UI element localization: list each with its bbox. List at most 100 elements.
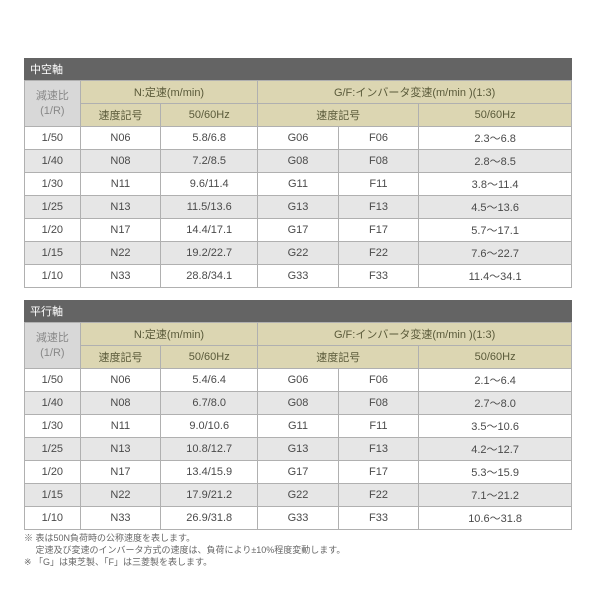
header-ratio: 減速比(1/R) [25, 323, 81, 369]
cell-gfhz: 2.3～6.8 [419, 127, 572, 150]
cell-gfhz: 11.4～34.1 [419, 265, 572, 288]
cell-ratio: 1/15 [25, 242, 81, 265]
cell-n: N33 [80, 265, 161, 288]
header-speed-code: 速度記号 [80, 104, 161, 127]
cell-ratio: 1/15 [25, 484, 81, 507]
spec-table: 減速比(1/R)N:定速(m/min)G/F:インバータ変速(m/min )(1… [24, 80, 572, 288]
table-row: 1/20N1714.4/17.1G17F175.7～17.1 [25, 219, 572, 242]
header-gf-group: G/F:インバータ変速(m/min )(1:3) [258, 323, 572, 346]
header-n-group: N:定速(m/min) [80, 81, 258, 104]
cell-n: N11 [80, 415, 161, 438]
footnotes: ※ 表は50N負荷時の公称速度を表します。 定速及び変速のインバータ方式の速度は… [24, 532, 572, 568]
cell-f: F33 [338, 265, 419, 288]
cell-f: F22 [338, 242, 419, 265]
section-title: 中空軸 [24, 58, 572, 80]
cell-gfhz: 2.8～8.5 [419, 150, 572, 173]
header-speed-code-gf: 速度記号 [258, 346, 419, 369]
cell-n: N33 [80, 507, 161, 530]
cell-ratio: 1/25 [25, 438, 81, 461]
table-row: 1/50N065.4/6.4G06F062.1～6.4 [25, 369, 572, 392]
cell-gfhz: 3.8～11.4 [419, 173, 572, 196]
cell-f: F08 [338, 392, 419, 415]
cell-g: G33 [258, 265, 339, 288]
table-row: 1/40N087.2/8.5G08F082.8～8.5 [25, 150, 572, 173]
section-title: 平行軸 [24, 300, 572, 322]
cell-f: F33 [338, 507, 419, 530]
cell-f: F13 [338, 196, 419, 219]
cell-f: F22 [338, 484, 419, 507]
cell-f: F11 [338, 415, 419, 438]
cell-g: G06 [258, 127, 339, 150]
cell-n: N11 [80, 173, 161, 196]
cell-g: G13 [258, 438, 339, 461]
cell-gfhz: 7.1～21.2 [419, 484, 572, 507]
cell-nhz: 19.2/22.7 [161, 242, 258, 265]
cell-f: F11 [338, 173, 419, 196]
cell-n: N17 [80, 461, 161, 484]
header-speed-code-gf: 速度記号 [258, 104, 419, 127]
cell-g: G17 [258, 461, 339, 484]
cell-f: F13 [338, 438, 419, 461]
cell-nhz: 28.8/34.1 [161, 265, 258, 288]
cell-n: N22 [80, 242, 161, 265]
cell-nhz: 10.8/12.7 [161, 438, 258, 461]
footnote-line: ※ 「G」は東芝製、「F」は三菱製を表します。 [24, 556, 572, 568]
cell-nhz: 5.4/6.4 [161, 369, 258, 392]
cell-gfhz: 5.7～17.1 [419, 219, 572, 242]
cell-g: G22 [258, 484, 339, 507]
cell-f: F17 [338, 461, 419, 484]
cell-ratio: 1/50 [25, 127, 81, 150]
header-freq-gf: 50/60Hz [419, 346, 572, 369]
cell-ratio: 1/10 [25, 507, 81, 530]
table-row: 1/10N3326.9/31.8G33F3310.6～31.8 [25, 507, 572, 530]
cell-n: N13 [80, 196, 161, 219]
cell-gfhz: 2.1～6.4 [419, 369, 572, 392]
table-row: 1/50N065.8/6.8G06F062.3～6.8 [25, 127, 572, 150]
table-row: 1/15N2217.9/21.2G22F227.1～21.2 [25, 484, 572, 507]
cell-f: F06 [338, 369, 419, 392]
footnote-line: ※ 表は50N負荷時の公称速度を表します。 [24, 532, 572, 544]
footnote-line: 定速及び変速のインバータ方式の速度は、負荷により±10%程度変動します。 [24, 544, 572, 556]
cell-g: G33 [258, 507, 339, 530]
cell-nhz: 6.7/8.0 [161, 392, 258, 415]
table-row: 1/20N1713.4/15.9G17F175.3～15.9 [25, 461, 572, 484]
cell-ratio: 1/20 [25, 219, 81, 242]
table-row: 1/25N1310.8/12.7G13F134.2～12.7 [25, 438, 572, 461]
cell-nhz: 17.9/21.2 [161, 484, 258, 507]
header-freq-gf: 50/60Hz [419, 104, 572, 127]
cell-gfhz: 4.5～13.6 [419, 196, 572, 219]
cell-n: N13 [80, 438, 161, 461]
cell-g: G17 [258, 219, 339, 242]
cell-g: G11 [258, 415, 339, 438]
cell-gfhz: 7.6～22.7 [419, 242, 572, 265]
table-row: 1/25N1311.5/13.6G13F134.5～13.6 [25, 196, 572, 219]
cell-nhz: 13.4/15.9 [161, 461, 258, 484]
cell-n: N08 [80, 392, 161, 415]
cell-g: G22 [258, 242, 339, 265]
cell-g: G08 [258, 392, 339, 415]
table-row: 1/30N119.0/10.6G11F113.5～10.6 [25, 415, 572, 438]
header-ratio: 減速比(1/R) [25, 81, 81, 127]
table-row: 1/10N3328.8/34.1G33F3311.4～34.1 [25, 265, 572, 288]
cell-f: F06 [338, 127, 419, 150]
header-gf-group: G/F:インバータ変速(m/min )(1:3) [258, 81, 572, 104]
cell-gfhz: 5.3～15.9 [419, 461, 572, 484]
cell-nhz: 14.4/17.1 [161, 219, 258, 242]
cell-gfhz: 4.2～12.7 [419, 438, 572, 461]
table-row: 1/15N2219.2/22.7G22F227.6～22.7 [25, 242, 572, 265]
header-speed-code: 速度記号 [80, 346, 161, 369]
spec-table: 減速比(1/R)N:定速(m/min)G/F:インバータ変速(m/min )(1… [24, 322, 572, 530]
cell-nhz: 26.9/31.8 [161, 507, 258, 530]
cell-gfhz: 10.6～31.8 [419, 507, 572, 530]
cell-n: N17 [80, 219, 161, 242]
cell-gfhz: 2.7～8.0 [419, 392, 572, 415]
cell-g: G11 [258, 173, 339, 196]
cell-nhz: 9.0/10.6 [161, 415, 258, 438]
cell-ratio: 1/40 [25, 392, 81, 415]
cell-n: N22 [80, 484, 161, 507]
table-row: 1/40N086.7/8.0G08F082.7～8.0 [25, 392, 572, 415]
cell-nhz: 5.8/6.8 [161, 127, 258, 150]
header-freq: 50/60Hz [161, 104, 258, 127]
table-row: 1/30N119.6/11.4G11F113.8～11.4 [25, 173, 572, 196]
cell-gfhz: 3.5～10.6 [419, 415, 572, 438]
